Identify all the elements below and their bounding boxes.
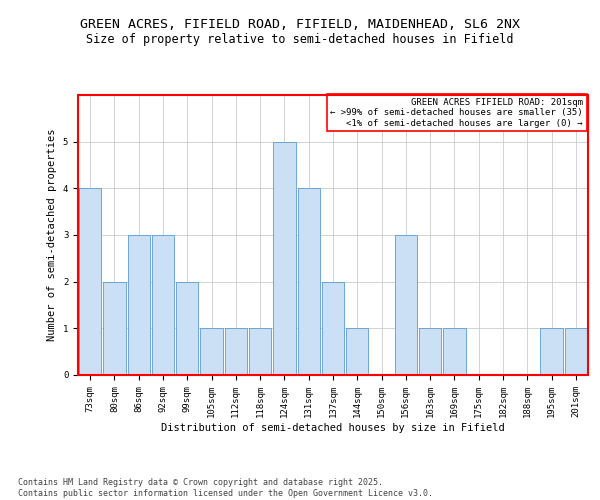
Bar — [79, 188, 101, 375]
Text: Contains HM Land Registry data © Crown copyright and database right 2025.
Contai: Contains HM Land Registry data © Crown c… — [18, 478, 433, 498]
Bar — [273, 142, 296, 375]
Bar — [224, 328, 247, 375]
Bar — [541, 328, 563, 375]
Bar — [419, 328, 442, 375]
Bar — [249, 328, 271, 375]
Bar — [103, 282, 125, 375]
Bar — [200, 328, 223, 375]
Text: GREEN ACRES, FIFIELD ROAD, FIFIELD, MAIDENHEAD, SL6 2NX: GREEN ACRES, FIFIELD ROAD, FIFIELD, MAID… — [80, 18, 520, 30]
Bar — [565, 328, 587, 375]
Bar — [128, 235, 150, 375]
Text: Size of property relative to semi-detached houses in Fifield: Size of property relative to semi-detach… — [86, 32, 514, 46]
Bar — [443, 328, 466, 375]
Bar — [322, 282, 344, 375]
Bar — [346, 328, 368, 375]
Bar — [395, 235, 417, 375]
X-axis label: Distribution of semi-detached houses by size in Fifield: Distribution of semi-detached houses by … — [161, 422, 505, 432]
Bar — [298, 188, 320, 375]
Y-axis label: Number of semi-detached properties: Number of semi-detached properties — [47, 128, 58, 341]
Bar — [152, 235, 174, 375]
Bar — [176, 282, 199, 375]
Text: GREEN ACRES FIFIELD ROAD: 201sqm
← >99% of semi-detached houses are smaller (35): GREEN ACRES FIFIELD ROAD: 201sqm ← >99% … — [330, 98, 583, 128]
